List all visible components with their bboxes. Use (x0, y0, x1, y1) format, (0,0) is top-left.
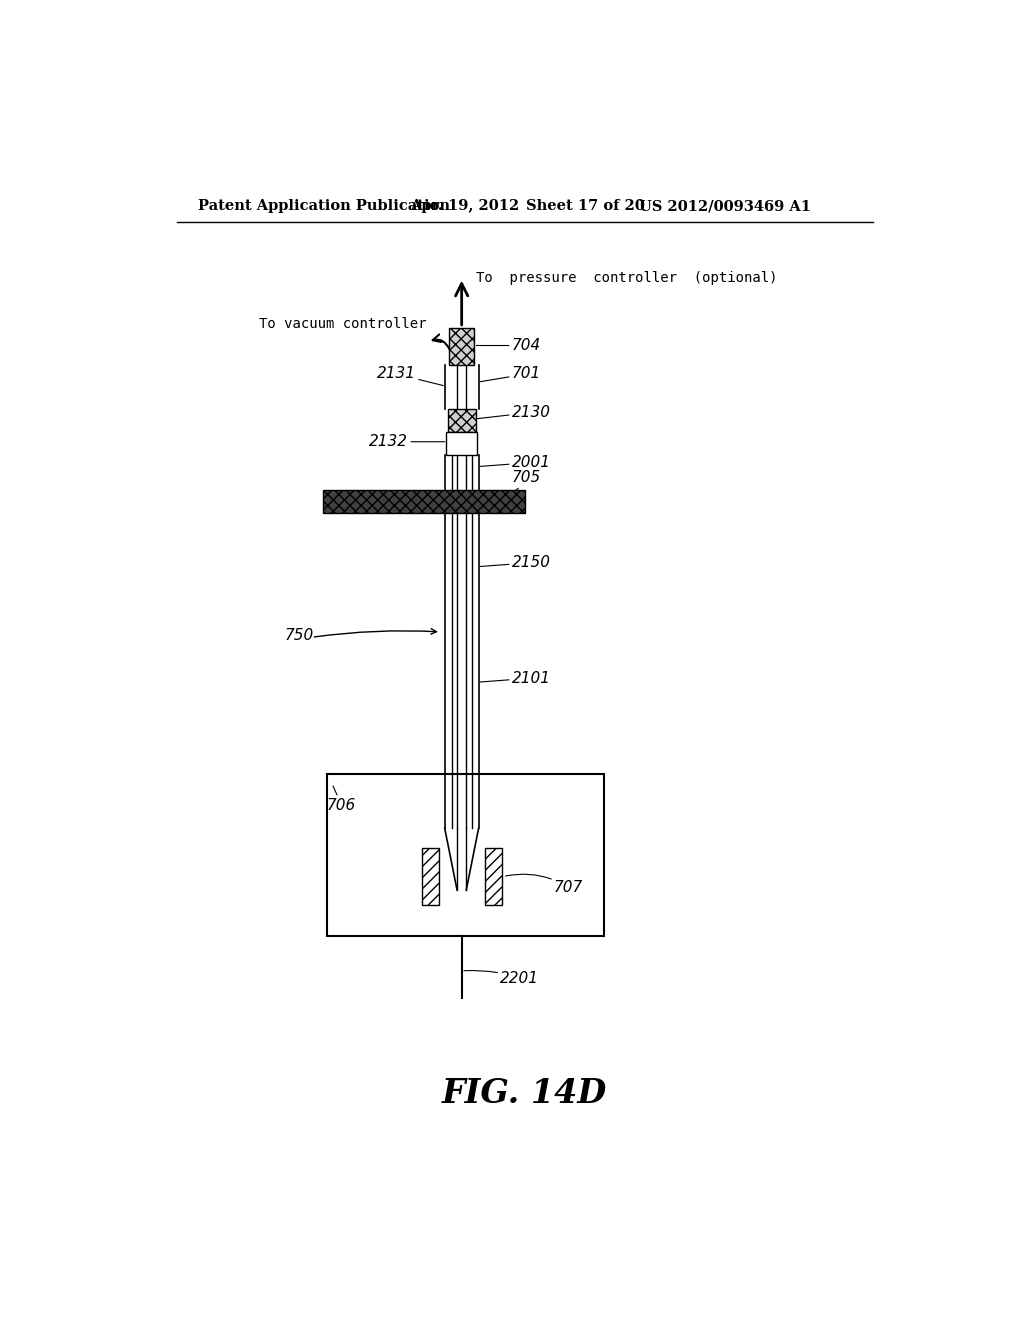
Text: 2150: 2150 (480, 556, 551, 570)
Text: 2001: 2001 (480, 455, 551, 470)
Bar (422, 847, 438, 906)
Bar (447, 409, 475, 432)
Text: 2201: 2201 (464, 970, 540, 986)
Bar (484, 847, 502, 906)
Text: 701: 701 (480, 367, 541, 381)
Text: 2130: 2130 (477, 405, 551, 420)
Bar (323, 490, 524, 512)
Text: 2101: 2101 (480, 671, 551, 685)
Text: Patent Application Publication: Patent Application Publication (199, 199, 451, 213)
Text: 705: 705 (509, 470, 541, 494)
Text: 2131: 2131 (377, 367, 443, 385)
Text: 2132: 2132 (370, 434, 444, 449)
Text: To vacuum controller: To vacuum controller (259, 317, 426, 331)
Text: 750: 750 (285, 628, 313, 643)
Text: Apr. 19, 2012: Apr. 19, 2012 (410, 199, 519, 213)
Text: US 2012/0093469 A1: US 2012/0093469 A1 (639, 199, 811, 213)
Text: FIG. 14D: FIG. 14D (442, 1077, 607, 1110)
Text: 706: 706 (327, 785, 356, 813)
Bar (446, 432, 477, 455)
Bar (327, 775, 604, 936)
Text: Sheet 17 of 20: Sheet 17 of 20 (525, 199, 644, 213)
Bar (450, 327, 474, 364)
Text: To  pressure  controller  (optional): To pressure controller (optional) (475, 271, 777, 285)
Text: 704: 704 (476, 338, 541, 352)
Text: 707: 707 (506, 874, 584, 895)
